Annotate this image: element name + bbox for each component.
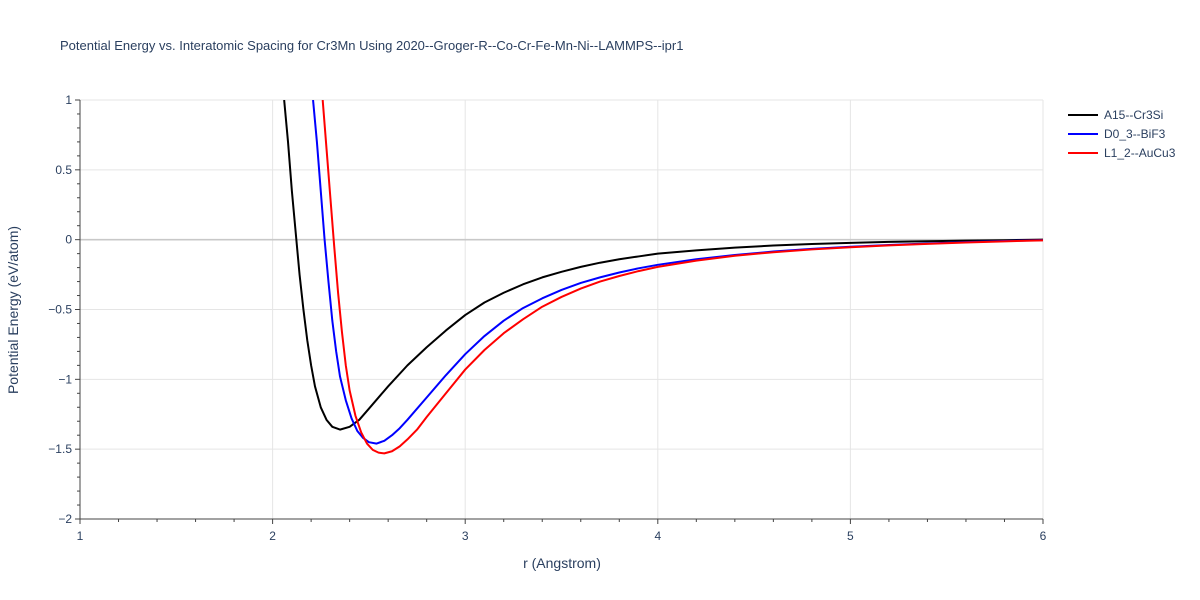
y-tick-label: 0.5	[55, 163, 72, 177]
legend-label: A15--Cr3Si	[1104, 108, 1163, 122]
y-axis-title: Potential Energy (eV/atom)	[5, 226, 21, 394]
grid-layer	[80, 99, 1044, 519]
series-line-1	[312, 100, 1043, 445]
legend: A15--Cr3Si D0_3--BiF3 L1_2--AuCu3	[1068, 108, 1176, 160]
x-tick-label: 6	[1040, 529, 1047, 543]
legend-label: D0_3--BiF3	[1104, 127, 1166, 141]
x-axis-title: r (Angstrom)	[523, 555, 601, 571]
x-tick-label: 4	[654, 529, 661, 543]
x-tick-label: 1	[77, 529, 84, 543]
legend-item-0[interactable]: A15--Cr3Si	[1068, 108, 1163, 122]
series-line-2	[321, 100, 1043, 455]
legend-item-2[interactable]: L1_2--AuCu3	[1068, 146, 1176, 160]
axis-layer: 1 2 3 4 5 6 −2 −1.5 −1 −0.5 0 0.5 1	[48, 93, 1046, 543]
y-tick-label: −0.5	[48, 303, 72, 317]
x-tick-label: 5	[847, 529, 854, 543]
y-tick-label: 0	[65, 233, 72, 247]
x-tick-label: 2	[269, 529, 276, 543]
legend-item-1[interactable]: D0_3--BiF3	[1068, 127, 1166, 141]
series-line-0	[283, 100, 1043, 431]
y-tick-label: 1	[65, 93, 72, 107]
y-tick-label: −2	[58, 512, 72, 526]
legend-label: L1_2--AuCu3	[1104, 146, 1176, 160]
y-tick-label: −1.5	[48, 442, 72, 456]
chart-title: Potential Energy vs. Interatomic Spacing…	[60, 38, 683, 53]
x-tick-label: 3	[462, 529, 469, 543]
y-tick-label: −1	[58, 372, 72, 386]
series-layer	[283, 100, 1043, 455]
